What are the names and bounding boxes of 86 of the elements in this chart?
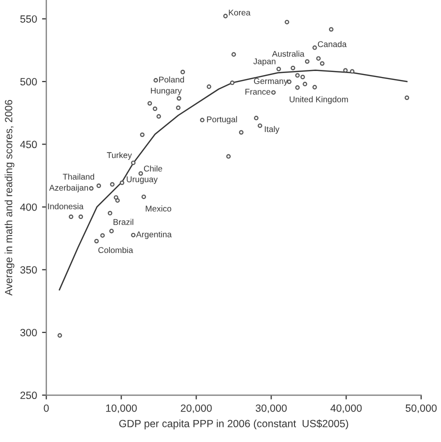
point [328, 27, 334, 32]
annotation: Thailand [62, 174, 94, 180]
point [295, 73, 300, 78]
annotation: Mexico [146, 205, 172, 212]
x-tick-label: 10,000 [106, 404, 137, 414]
y-tick-label: 350 [20, 266, 37, 274]
annotation: Brazil [114, 218, 134, 225]
annotation: Argentina [136, 231, 172, 239]
annotation: Korea [228, 10, 250, 16]
point [176, 106, 181, 110]
x-tick-label: 50,000 [406, 404, 437, 414]
point [230, 80, 234, 86]
point [276, 66, 281, 72]
point [138, 171, 144, 176]
point [284, 20, 290, 24]
point [320, 61, 324, 66]
point [206, 84, 212, 89]
annotation: Chile [144, 165, 162, 172]
point [316, 56, 321, 61]
x-tick-label: 40,000 [330, 404, 362, 414]
point [350, 69, 354, 74]
point [100, 233, 105, 238]
point [343, 68, 348, 73]
y-tick-label: 250 [20, 392, 37, 400]
point [300, 74, 305, 80]
point [115, 198, 120, 203]
point [78, 214, 84, 220]
x-tick-label: 20,000 [180, 404, 212, 414]
annotation: Hungary [150, 88, 182, 96]
annotation: United Kingdom [290, 96, 348, 104]
point [295, 85, 300, 90]
point [404, 95, 410, 100]
point [176, 96, 182, 101]
point [180, 70, 186, 74]
point [200, 118, 204, 122]
point [140, 132, 145, 137]
annotation: Poland [159, 76, 184, 83]
annotation: Indonesia [48, 203, 84, 210]
point [109, 228, 114, 234]
point [120, 180, 124, 186]
point [58, 333, 62, 338]
point [271, 90, 276, 95]
annotation: Uruguay [126, 176, 158, 184]
annotation: Portugal [207, 116, 237, 124]
y-tick-label: 300 [20, 328, 37, 336]
point [304, 59, 310, 64]
point [154, 78, 158, 83]
point [238, 130, 244, 135]
point [226, 154, 231, 159]
point [94, 238, 99, 244]
point [302, 82, 308, 86]
point [254, 116, 258, 120]
point [231, 52, 236, 57]
annotation: Germany [254, 78, 288, 86]
point [312, 84, 317, 90]
y-tick-label: 400 [20, 203, 37, 211]
point [131, 160, 136, 166]
y-tick-label: 450 [20, 140, 37, 148]
point [312, 45, 317, 50]
point [96, 184, 102, 188]
x-tick-label: 30,000 [256, 404, 287, 414]
point [223, 14, 228, 18]
y-tick-label: 500 [20, 78, 37, 86]
annotation: Australia [272, 50, 304, 57]
point [108, 210, 112, 216]
point [290, 66, 296, 70]
annotation: France [245, 88, 270, 95]
annotation: Colombia [98, 246, 134, 254]
point [152, 106, 158, 112]
point [142, 194, 146, 200]
point [89, 186, 94, 191]
x-tick-label: 0 [44, 404, 49, 412]
annotation: Turkey [106, 152, 132, 160]
annotation: Italy [264, 126, 280, 134]
point [68, 214, 74, 220]
x-axis-title: GDP per capita PPP in 2006 (constant US$2005) [119, 419, 348, 430]
point [110, 182, 115, 187]
annotation: Azerbaijan [49, 184, 88, 192]
y-axis-title: Average in math and reading scores, 2006 [4, 100, 14, 296]
point [156, 114, 162, 119]
point [258, 123, 262, 128]
annotation: Canada [318, 41, 347, 48]
y-tick-label: 550 [20, 15, 37, 23]
annotation: Japan [253, 58, 276, 66]
point [148, 101, 152, 106]
point [131, 232, 136, 238]
